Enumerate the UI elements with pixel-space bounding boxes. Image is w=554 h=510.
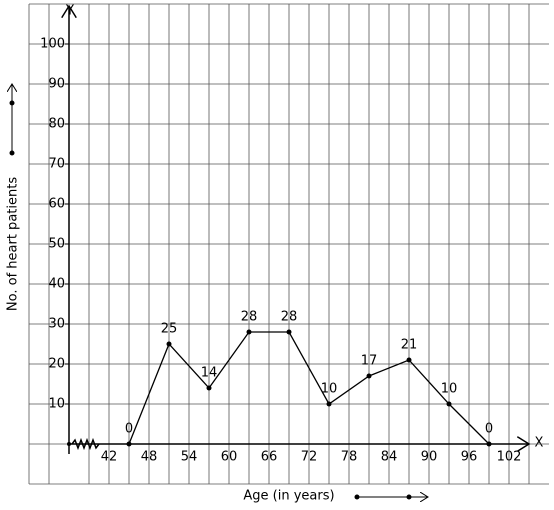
- y-tick-label: 20: [48, 357, 65, 372]
- point: [206, 385, 212, 391]
- value-label: 28: [281, 310, 298, 325]
- line: [128, 331, 490, 445]
- decor-arrows: [10, 84, 428, 499]
- x-tick-label: 60: [221, 450, 238, 465]
- y-tick-label: 30: [48, 317, 65, 332]
- y-axis-label: No. of heart patients: [6, 177, 21, 311]
- point: [326, 401, 332, 407]
- value-label: 14: [201, 366, 218, 381]
- x-tick-label: 78: [341, 450, 358, 465]
- point: [246, 329, 252, 335]
- x-tick-label: 84: [381, 450, 398, 465]
- origin-dot: [67, 442, 71, 446]
- axis-break: [71, 437, 100, 451]
- y-tick-label: 100: [40, 37, 65, 52]
- x-tick-label: 96: [461, 450, 478, 465]
- point: [126, 441, 132, 447]
- value-label: 28: [241, 310, 258, 325]
- y-tick-label: 10: [48, 397, 65, 412]
- y-tick-label: 80: [48, 117, 65, 132]
- value-label: 17: [361, 354, 378, 369]
- point: [446, 401, 452, 407]
- point: [486, 441, 492, 447]
- x-axis-label: Age (in years): [243, 489, 334, 504]
- point: [286, 329, 292, 335]
- value-label: 0: [485, 422, 493, 437]
- x-tick-label: 72: [301, 450, 318, 465]
- value-label: 10: [321, 382, 338, 397]
- value-label: 10: [441, 382, 458, 397]
- x-tick-label: 66: [261, 450, 278, 465]
- point: [366, 373, 372, 379]
- x-tick-label: 90: [421, 450, 438, 465]
- x-tick-label: 48: [141, 450, 158, 465]
- value-label: 21: [401, 338, 418, 353]
- x-tick-label: 102: [497, 450, 522, 465]
- y-tick-label: 90: [48, 77, 65, 92]
- value-label: 25: [161, 322, 178, 337]
- y-tick-label: 40: [48, 277, 65, 292]
- y-tick-label: 70: [48, 157, 65, 172]
- x-tick-label: 54: [181, 450, 198, 465]
- y-tick-label: 50: [48, 237, 65, 252]
- value-label: 0: [125, 422, 133, 437]
- point: [166, 341, 172, 347]
- y-tick-label: 60: [48, 197, 65, 212]
- x-axis-name: X: [535, 436, 544, 451]
- point: [406, 357, 412, 363]
- x-tick-label: 42: [101, 450, 118, 465]
